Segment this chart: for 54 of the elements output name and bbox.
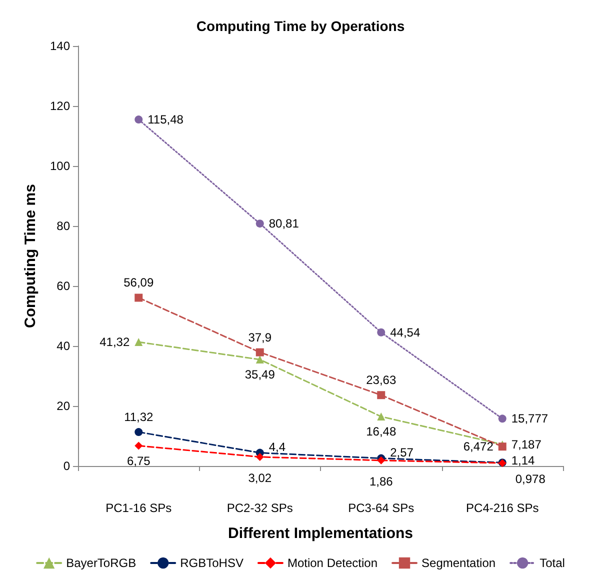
- data-label: 1,86: [369, 474, 394, 488]
- data-label: 56,09: [124, 276, 154, 290]
- y-tick-label: 140: [50, 39, 70, 53]
- chart-title: Computing Time by Operations: [196, 18, 405, 34]
- point: [256, 348, 264, 356]
- x-tick-label: PC3-64 SPs: [348, 501, 414, 515]
- x-tick-label: PC1-16 SPs: [106, 501, 172, 515]
- data-label: 2,57: [390, 445, 414, 460]
- data-label: 80,81: [268, 216, 300, 231]
- data-label: 6,75: [126, 454, 151, 468]
- legend-label: BayerToRGB: [66, 556, 136, 570]
- point: [256, 452, 264, 461]
- data-label: 3,02: [248, 470, 272, 485]
- y-tick-label: 60: [56, 279, 70, 293]
- data-label: 15,777: [511, 412, 548, 426]
- data-label: 37,9: [248, 330, 272, 344]
- legend-label: RGBToHSV: [180, 556, 244, 570]
- point: [498, 442, 506, 451]
- data-label: 23,63: [366, 373, 396, 388]
- point: [498, 414, 506, 423]
- legend-label: Motion Detection: [287, 556, 378, 570]
- data-label: 41,32: [100, 335, 130, 350]
- y-tick-label: 120: [50, 99, 70, 113]
- data-label: 44,54: [390, 325, 420, 340]
- y-tick-label: 0: [63, 459, 70, 473]
- y-tick-label: 20: [56, 399, 70, 413]
- data-label: 16,48: [366, 424, 396, 439]
- data-label: 115,48: [148, 112, 184, 127]
- point: [134, 294, 143, 302]
- legend-label: Total: [540, 556, 565, 570]
- data-label: 35,49: [244, 368, 276, 382]
- point: [134, 442, 143, 450]
- point: [377, 412, 386, 421]
- data-label: 6,472: [463, 440, 494, 454]
- y-tick-label: 80: [56, 219, 70, 233]
- legend-label: Segmentation: [422, 556, 496, 570]
- data-label: 11,32: [124, 410, 154, 424]
- point: [134, 428, 143, 436]
- point: [134, 116, 143, 124]
- data-label: 0,978: [515, 472, 546, 486]
- point: [256, 356, 264, 364]
- x-tick-label: PC4-216 SPs: [466, 501, 539, 515]
- point: [256, 220, 264, 228]
- point: [377, 391, 386, 400]
- y-axis-title: Computing Time ms: [22, 184, 39, 328]
- y-tick-label: 100: [50, 159, 70, 173]
- data-label: 4,4: [268, 440, 286, 454]
- x-axis-title: Different Implementations: [228, 525, 414, 542]
- y-tick-label: 40: [56, 339, 70, 353]
- point: [134, 338, 143, 346]
- x-tick-label: PC2-32 SPs: [226, 501, 293, 515]
- data-label: 1,14: [511, 454, 536, 468]
- point: [377, 328, 386, 336]
- data-label: 7,187: [511, 437, 542, 452]
